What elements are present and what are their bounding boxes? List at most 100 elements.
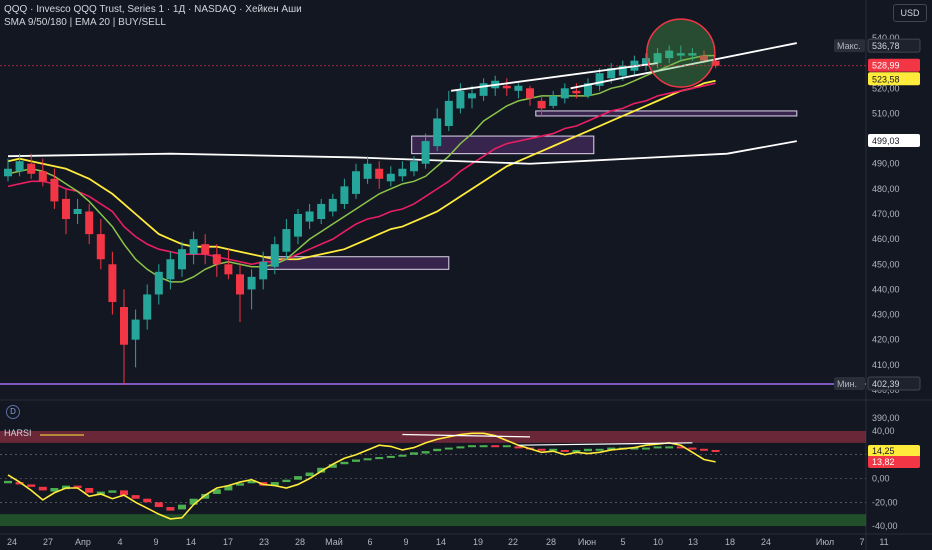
candle-body (96, 234, 105, 260)
candle-body (131, 319, 140, 340)
harsi-bar (642, 447, 650, 450)
sma9-line (7, 54, 716, 283)
x-tick-label: 4 (117, 537, 122, 547)
candle-body (410, 161, 418, 172)
y-tick-label: 420,00 (872, 335, 900, 345)
candle-body (259, 261, 268, 280)
price-tag-caption: Мин. (837, 379, 857, 389)
harsi-bar (143, 498, 152, 503)
indicators-legend[interactable]: SMA 9/50/180 | EMA 20 | BUY/SELL (4, 17, 166, 28)
candle-body (607, 68, 616, 79)
candle-body (108, 264, 117, 302)
harsi-bar (131, 495, 140, 499)
price-tag-caption: Макс. (837, 41, 861, 51)
candle-body (340, 186, 349, 204)
price-tag-bg (867, 376, 921, 391)
sub-y-tick-label: -40,00 (872, 521, 898, 531)
x-tick-label: 14 (186, 537, 196, 547)
sma180-line (7, 140, 797, 165)
candle-body (189, 239, 198, 255)
harsi-bar (479, 445, 488, 448)
chart-title: QQQ · Invesco QQQ Trust, Series 1 · 1Д ·… (4, 4, 302, 15)
sub-y-tick-label: 390,00 (872, 413, 900, 423)
candle-body (618, 65, 627, 76)
y-tick-label: 510,00 (872, 108, 900, 118)
harsi-bar (549, 448, 558, 451)
sub-y-tick-label: -20,00 (872, 497, 898, 507)
sub-price-tag-bg (868, 456, 920, 468)
harsi-bar (502, 445, 511, 448)
candle-body (363, 163, 372, 179)
harsi-bar (456, 446, 465, 449)
sma50-line (7, 79, 716, 261)
harsi-bar (27, 484, 36, 487)
price-tag-value: 536,78 (872, 41, 900, 51)
harsi-bar (166, 507, 175, 511)
trendline (451, 62, 658, 92)
harsi-bar (421, 451, 430, 454)
harsi-bar (491, 445, 500, 448)
harsi-bar (38, 486, 47, 491)
harsi-bar (154, 502, 163, 508)
x-tick-label: 13 (688, 537, 698, 547)
currency-button[interactable]: USD (893, 4, 927, 22)
candle-body (642, 58, 650, 66)
harsi-bar (328, 464, 337, 468)
y-tick-label: 520,00 (872, 83, 900, 93)
x-tick-label: Июл (816, 537, 834, 547)
x-tick-label: Май (325, 537, 343, 547)
candle-body (526, 88, 534, 99)
harsi-bar (4, 480, 12, 484)
harsi-bar (363, 458, 372, 461)
harsi-bar (433, 448, 442, 452)
harsi-bar (85, 488, 94, 493)
sub-price-tag-value: 13,82 (872, 457, 895, 467)
trendline (570, 42, 797, 90)
x-tick-label: Апр (75, 537, 91, 547)
y-tick-label: 470,00 (872, 209, 900, 219)
candle-body (73, 208, 82, 214)
harsi-bar (247, 480, 256, 484)
candle-body (317, 203, 326, 220)
harsi-bar (607, 447, 616, 450)
candle-body (143, 294, 152, 320)
candle-body (375, 168, 384, 179)
harsi-bar (676, 446, 685, 449)
candle-body (653, 53, 662, 64)
harsi-bar (468, 445, 476, 448)
candle-body (456, 90, 465, 109)
rsi-trendline (518, 442, 693, 446)
candle-body (178, 249, 186, 270)
x-tick-label: 28 (295, 537, 305, 547)
harsi-bar (352, 459, 360, 462)
x-tick-label: Июн (578, 537, 596, 547)
d-logo-icon[interactable]: D (6, 405, 20, 419)
harsi-bar (630, 447, 639, 450)
candle-body (479, 83, 488, 96)
x-tick-label: 11 (879, 537, 888, 547)
y-tick-label: 440,00 (872, 284, 900, 294)
harsi-bar (665, 446, 674, 449)
x-tick-label: 10 (653, 537, 663, 547)
harsi-bar (653, 446, 662, 449)
harsi-bar (317, 467, 326, 473)
harsi-bar (15, 482, 24, 485)
y-tick-label: 430,00 (872, 310, 900, 320)
candle-body (27, 163, 36, 174)
harsi-bar (282, 479, 291, 483)
harsi-bar (410, 452, 418, 455)
candle-body (201, 244, 210, 255)
rsi-trendline (402, 433, 531, 438)
x-tick-label: 27 (43, 537, 53, 547)
candle-body (584, 83, 592, 96)
candle-body (50, 178, 59, 202)
candle-body (247, 276, 256, 290)
x-tick-label: 19 (473, 537, 483, 547)
harsi-bar (178, 504, 186, 510)
candle-body (352, 171, 360, 194)
candle-body (236, 274, 244, 295)
harsi-bar (386, 455, 395, 458)
ema20-line (7, 82, 716, 266)
x-tick-label: 28 (546, 537, 556, 547)
harsi-bar (340, 461, 349, 465)
